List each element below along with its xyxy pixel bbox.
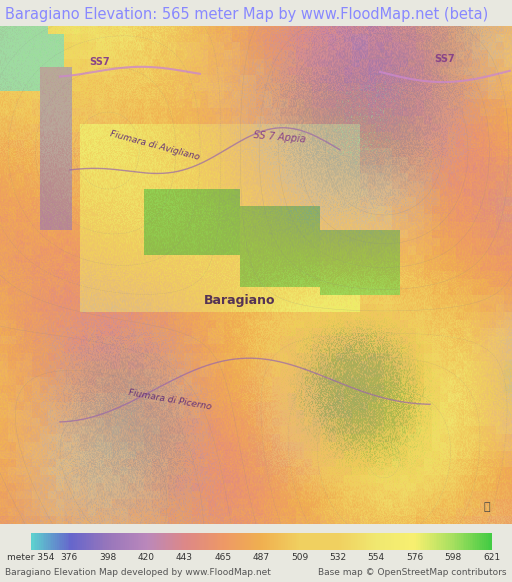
Text: Fiumara di Avigliano: Fiumara di Avigliano: [109, 130, 201, 162]
Text: 465: 465: [214, 553, 231, 562]
Text: Base map © OpenStreetMap contributors: Base map © OpenStreetMap contributors: [318, 568, 507, 577]
Text: SS7: SS7: [435, 54, 455, 64]
Text: SS7: SS7: [90, 57, 110, 67]
Text: 621: 621: [483, 553, 500, 562]
Text: SS 7 Appia: SS 7 Appia: [253, 130, 307, 145]
Text: Baragiano Elevation Map developed by www.FloodMap.net: Baragiano Elevation Map developed by www…: [5, 568, 271, 577]
Text: 376: 376: [60, 553, 78, 562]
Text: 398: 398: [99, 553, 116, 562]
Text: Baragiano Elevation: 565 meter Map by www.FloodMap.net (beta): Baragiano Elevation: 565 meter Map by ww…: [5, 7, 488, 22]
Text: 🔍: 🔍: [483, 502, 490, 512]
Text: 576: 576: [406, 553, 423, 562]
Text: 509: 509: [291, 553, 308, 562]
Text: 443: 443: [176, 553, 193, 562]
Text: meter 354: meter 354: [7, 553, 54, 562]
Text: Baragiano: Baragiano: [204, 294, 276, 307]
Text: 420: 420: [137, 553, 155, 562]
Text: 532: 532: [329, 553, 347, 562]
Text: Fiumara di Picerno: Fiumara di Picerno: [127, 389, 212, 412]
Text: 487: 487: [252, 553, 270, 562]
Text: 598: 598: [444, 553, 462, 562]
Text: 554: 554: [368, 553, 385, 562]
